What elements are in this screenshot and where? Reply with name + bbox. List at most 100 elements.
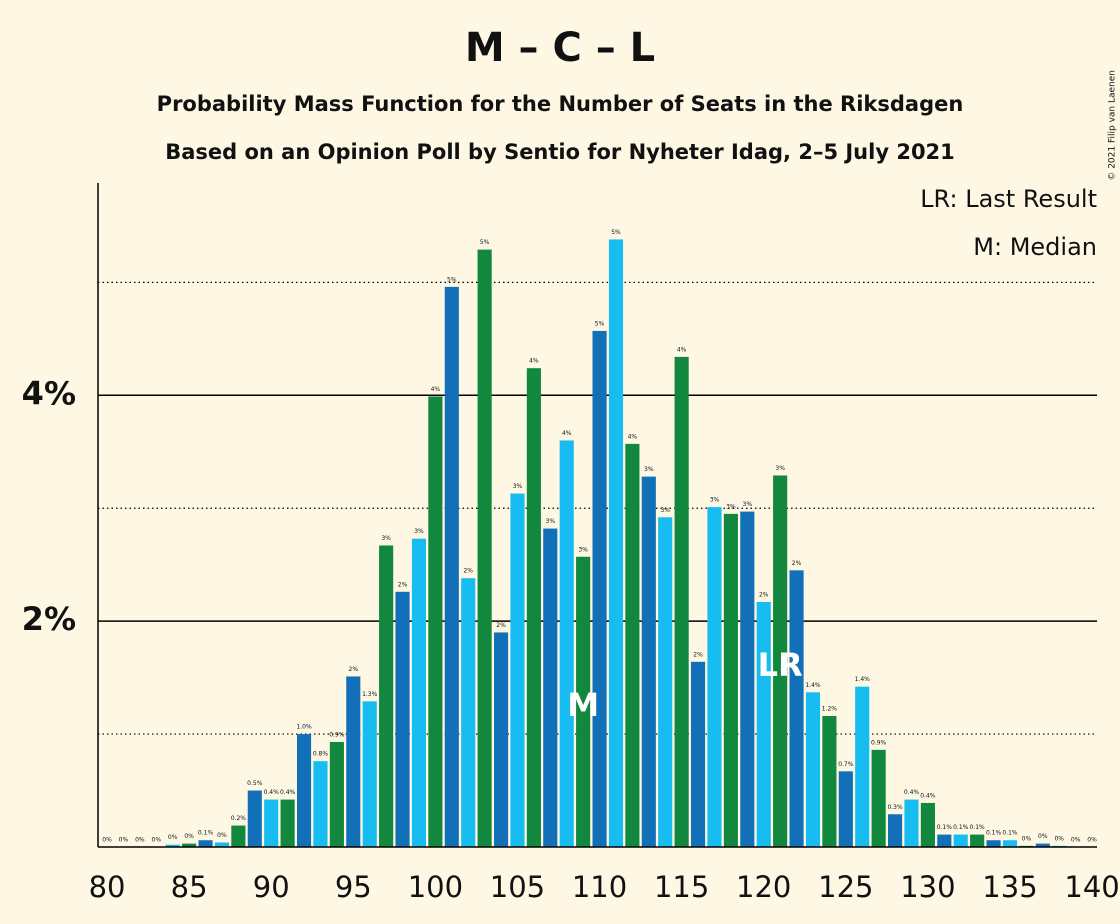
value-label: 4% bbox=[677, 346, 687, 353]
value-label: 3% bbox=[775, 465, 785, 472]
bar bbox=[264, 799, 279, 847]
chart-subtitle: Probability Mass Function for the Number… bbox=[157, 92, 964, 116]
bar bbox=[493, 632, 509, 847]
copyright: © 2021 Filip van Laenen bbox=[1108, 70, 1118, 181]
bar bbox=[576, 556, 591, 847]
annotation: LR bbox=[758, 646, 803, 684]
chart-title: M – C – L bbox=[465, 25, 655, 71]
value-label: 0.4% bbox=[280, 789, 296, 796]
bar bbox=[953, 834, 968, 847]
value-label: 0.1% bbox=[986, 830, 1002, 837]
x-tick-label: 95 bbox=[335, 870, 372, 904]
x-tick-label: 105 bbox=[490, 870, 545, 904]
x-tick-label: 100 bbox=[408, 870, 463, 904]
value-label: 4% bbox=[529, 358, 539, 365]
bar bbox=[280, 799, 295, 847]
value-label: 5% bbox=[480, 239, 490, 246]
bar bbox=[690, 661, 706, 847]
value-label: 4% bbox=[628, 433, 638, 440]
y-tick-label: 2% bbox=[22, 600, 76, 638]
bar bbox=[855, 686, 870, 847]
bar bbox=[526, 368, 541, 847]
value-label: 0% bbox=[184, 833, 194, 840]
value-label: 3% bbox=[546, 518, 556, 525]
value-label: 2% bbox=[463, 568, 473, 575]
value-label: 0.1% bbox=[937, 824, 953, 831]
bar bbox=[641, 476, 656, 847]
value-label: 0.2% bbox=[231, 815, 247, 822]
bar bbox=[247, 790, 262, 847]
value-label: 0.1% bbox=[970, 824, 986, 831]
bar bbox=[461, 578, 476, 847]
bar bbox=[182, 843, 197, 847]
value-label: 2% bbox=[398, 581, 408, 588]
bar bbox=[888, 814, 903, 847]
bar bbox=[1002, 840, 1018, 847]
value-label: 5% bbox=[447, 276, 457, 283]
value-label: 0.7% bbox=[838, 761, 854, 768]
bar bbox=[756, 601, 771, 847]
value-label: 2% bbox=[792, 560, 802, 567]
bar bbox=[362, 701, 377, 847]
bar bbox=[428, 396, 443, 847]
value-label: 3% bbox=[644, 466, 654, 473]
bar bbox=[707, 507, 722, 847]
value-label: 0% bbox=[152, 837, 162, 844]
bar bbox=[395, 591, 410, 847]
x-tick-label: 90 bbox=[253, 870, 290, 904]
value-label: 0% bbox=[119, 837, 129, 844]
bar bbox=[920, 802, 935, 847]
value-label: 0.1% bbox=[953, 824, 969, 831]
bar bbox=[510, 493, 525, 847]
value-label: 3% bbox=[743, 501, 753, 508]
value-label: 0.4% bbox=[264, 789, 280, 796]
value-label: 0% bbox=[1054, 835, 1064, 842]
value-label: 1.0% bbox=[296, 724, 312, 731]
value-label: 3% bbox=[381, 535, 391, 542]
value-label: 2% bbox=[759, 591, 769, 598]
value-label: 0% bbox=[102, 837, 112, 844]
value-label: 3% bbox=[726, 503, 736, 510]
bar bbox=[313, 761, 328, 847]
bar bbox=[822, 716, 837, 847]
value-label: 4% bbox=[562, 430, 572, 437]
bar bbox=[970, 834, 985, 847]
bar bbox=[789, 570, 804, 847]
value-label: 0% bbox=[135, 837, 145, 844]
bar bbox=[838, 771, 853, 847]
value-label: 2% bbox=[496, 622, 506, 629]
value-label: 0.9% bbox=[871, 739, 887, 746]
bar bbox=[1035, 843, 1050, 847]
annotation: M bbox=[567, 686, 599, 724]
bar bbox=[296, 734, 312, 847]
value-label: 2% bbox=[693, 651, 703, 658]
bar bbox=[625, 443, 640, 847]
value-label: 0.5% bbox=[247, 780, 263, 787]
value-label: 0% bbox=[1038, 833, 1048, 840]
value-label: 1.2% bbox=[822, 706, 838, 713]
chart-subtitle: Based on an Opinion Poll by Sentio for N… bbox=[165, 140, 955, 164]
value-label: 3% bbox=[660, 507, 670, 514]
value-label: 0.9% bbox=[329, 731, 345, 738]
value-label: 0% bbox=[1087, 837, 1097, 844]
value-label: 0.3% bbox=[887, 804, 903, 811]
bar bbox=[674, 356, 689, 847]
x-tick-label: 130 bbox=[900, 870, 955, 904]
value-label: 1.4% bbox=[855, 676, 871, 683]
bar bbox=[937, 834, 952, 847]
value-label: 4% bbox=[431, 386, 441, 393]
value-label: 1.3% bbox=[362, 691, 378, 698]
bar bbox=[658, 517, 673, 847]
value-label: 0.4% bbox=[904, 789, 920, 796]
legend-entry: LR: Last Result bbox=[920, 185, 1097, 213]
bar bbox=[559, 440, 574, 847]
value-label: 2% bbox=[349, 666, 359, 673]
legend-entry: M: Median bbox=[973, 233, 1097, 261]
bar bbox=[444, 286, 459, 848]
bar bbox=[773, 475, 788, 847]
bar bbox=[329, 741, 344, 847]
y-tick-label: 4% bbox=[22, 374, 76, 412]
value-label: 0% bbox=[1022, 835, 1032, 842]
value-label: 0% bbox=[217, 832, 227, 839]
bar bbox=[740, 511, 755, 847]
